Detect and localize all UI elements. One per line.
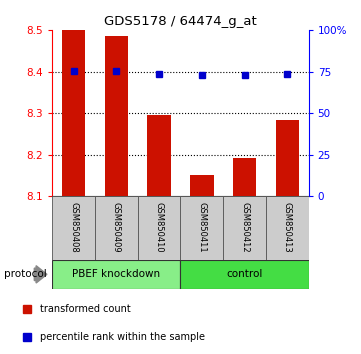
Text: GSM850412: GSM850412: [240, 201, 249, 252]
Bar: [147, 115, 171, 196]
Text: protocol: protocol: [4, 269, 46, 279]
Text: GSM850413: GSM850413: [283, 201, 292, 252]
Text: transformed count: transformed count: [40, 304, 131, 314]
Title: GDS5178 / 64474_g_at: GDS5178 / 64474_g_at: [104, 15, 257, 28]
Text: PBEF knockdown: PBEF knockdown: [72, 269, 161, 279]
Bar: [105, 36, 128, 196]
Text: GSM850409: GSM850409: [112, 201, 121, 252]
Bar: [52, 260, 180, 289]
FancyArrow shape: [34, 266, 47, 283]
Bar: [190, 175, 214, 196]
Text: GSM850410: GSM850410: [155, 201, 164, 252]
Bar: [138, 196, 180, 260]
Bar: [275, 120, 299, 196]
Bar: [180, 260, 309, 289]
Bar: [233, 158, 256, 196]
Bar: [95, 196, 138, 260]
Bar: [52, 196, 95, 260]
Text: GSM850408: GSM850408: [69, 201, 78, 252]
Text: percentile rank within the sample: percentile rank within the sample: [40, 332, 205, 342]
Bar: [223, 196, 266, 260]
Bar: [180, 196, 223, 260]
Bar: [266, 196, 309, 260]
Text: control: control: [226, 269, 263, 279]
Bar: [62, 30, 86, 196]
Text: GSM850411: GSM850411: [197, 201, 206, 252]
